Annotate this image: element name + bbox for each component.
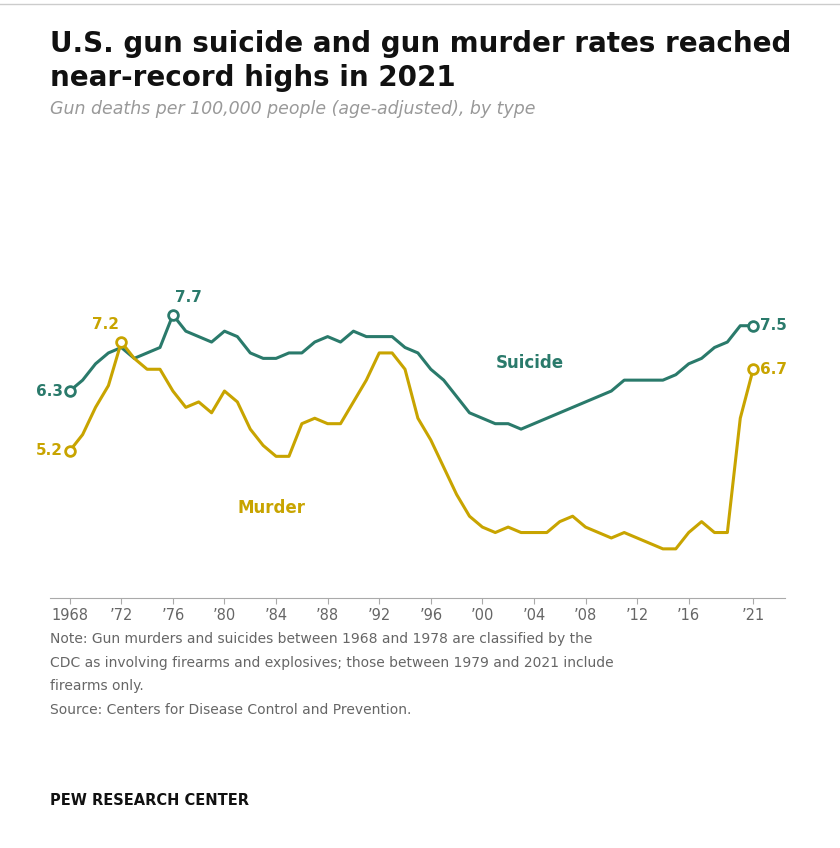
Text: Suicide: Suicide [496,354,564,371]
Text: 7.7: 7.7 [176,290,202,305]
Text: 5.2: 5.2 [36,444,63,459]
Text: near-record highs in 2021: near-record highs in 2021 [50,64,456,92]
Text: 6.3: 6.3 [36,383,63,399]
Text: 7.2: 7.2 [92,317,118,332]
Text: firearms only.: firearms only. [50,679,144,694]
Text: PEW RESEARCH CENTER: PEW RESEARCH CENTER [50,793,249,808]
Text: 6.7: 6.7 [759,362,786,377]
Text: Source: Centers for Disease Control and Prevention.: Source: Centers for Disease Control and … [50,703,412,717]
Text: CDC as involving firearms and explosives; those between 1979 and 2021 include: CDC as involving firearms and explosives… [50,656,614,670]
Text: Note: Gun murders and suicides between 1968 and 1978 are classified by the: Note: Gun murders and suicides between 1… [50,632,593,646]
Text: Murder: Murder [238,499,306,517]
Text: U.S. gun suicide and gun murder rates reached: U.S. gun suicide and gun murder rates re… [50,30,792,58]
Text: Gun deaths per 100,000 people (age-adjusted), by type: Gun deaths per 100,000 people (age-adjus… [50,100,536,118]
Text: 7.5: 7.5 [759,318,786,333]
